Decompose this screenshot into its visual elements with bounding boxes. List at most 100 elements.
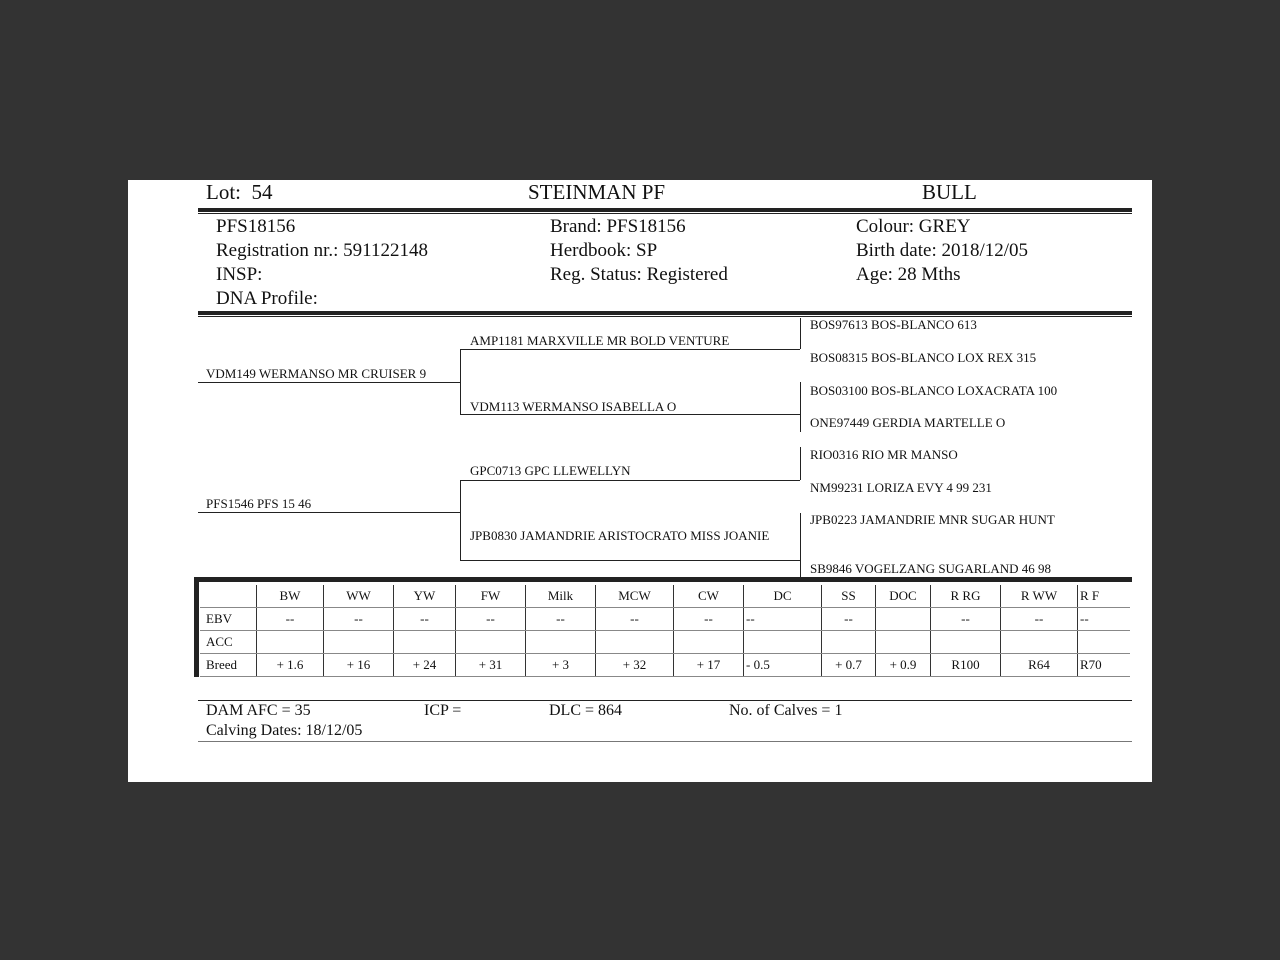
divider	[198, 316, 1132, 317]
dam: PFS1546 PFS 15 46	[206, 496, 312, 511]
table-cell	[1000, 630, 1078, 654]
table-cell	[673, 630, 744, 654]
table-cell: + 24	[393, 653, 456, 677]
pedigree-line	[460, 349, 800, 350]
table-cell: R70	[1077, 653, 1130, 677]
herdbook: Herdbook: SP	[550, 240, 658, 261]
table-cell	[1077, 630, 1130, 654]
pedigree-line	[800, 382, 801, 432]
table-cell: + 16	[323, 653, 394, 677]
table-cell: R64	[1000, 653, 1078, 677]
dam-afc: DAM AFC = 35	[206, 702, 311, 719]
table-cell: --	[256, 607, 324, 631]
table-cell	[875, 630, 931, 654]
table-cell: + 17	[673, 653, 744, 677]
divider	[198, 213, 1132, 214]
table-cell: --	[1077, 607, 1130, 631]
table-cell	[821, 630, 876, 654]
column-header: SS	[821, 585, 876, 608]
table-cell: --	[525, 607, 596, 631]
pedigree-line	[800, 447, 801, 480]
table-cell: --	[821, 607, 876, 631]
column-header: FW	[455, 585, 526, 608]
dam-dam: JPB0830 JAMANDRIE ARISTOCRATO MISS JOANI…	[470, 528, 770, 543]
column-header: R WW	[1000, 585, 1078, 608]
registration-number: Registration nr.: 591122148	[216, 240, 428, 261]
divider	[198, 311, 1132, 315]
pedigree-line	[460, 560, 800, 561]
column-header: DC	[743, 585, 822, 608]
column-header: WW	[323, 585, 394, 608]
column-header: CW	[673, 585, 744, 608]
table-cell	[525, 630, 596, 654]
lot-card: Lot: 54 STEINMAN PF BULL PFS18156 Regist…	[128, 180, 1152, 782]
pedigree-line	[800, 318, 801, 349]
table-cell	[256, 630, 324, 654]
reg-status: Reg. Status: Registered	[550, 264, 728, 285]
sire: VDM149 WERMANSO MR CRUISER 9	[206, 366, 427, 381]
table-cell	[393, 630, 456, 654]
sire-dam: VDM113 WERMANSO ISABELLA O	[470, 399, 677, 414]
dam-sire: GPC0713 GPC LLEWELLYN	[470, 463, 631, 478]
pedigree-line	[460, 480, 800, 481]
pedigree-line	[460, 349, 461, 414]
table-left-border	[194, 577, 199, 677]
table-cell	[595, 630, 674, 654]
table-cell: --	[455, 607, 526, 631]
column-header: BW	[256, 585, 324, 608]
animal-name: STEINMAN PF	[528, 180, 666, 204]
table-row-breed: Breed + 1.6 + 16 + 24 + 31 + 3 + 32 + 17- 0.5 + …	[200, 653, 1130, 677]
row-label: EBV	[200, 607, 257, 631]
table-cell: --	[743, 607, 822, 631]
birth-date: Birth date: 2018/12/05	[856, 240, 1029, 261]
divider	[198, 208, 1132, 212]
column-header: R F	[1077, 585, 1130, 608]
ggp-2: BOS08315 BOS-BLANCO LOX REX 315	[810, 350, 1037, 365]
colour: Colour: GREY	[856, 216, 971, 237]
divider	[194, 577, 1132, 582]
table-cell	[875, 607, 931, 631]
ggp-7: JPB0223 JAMANDRIE MNR SUGAR HUNT	[810, 512, 1055, 527]
table-header-row: BW WW YW FW Milk MCW CW DC SS DOC R RG R…	[200, 585, 1130, 608]
table-cell: --	[595, 607, 674, 631]
column-header	[200, 585, 257, 608]
lot-label: Lot: 54	[206, 180, 273, 204]
sire-sire: AMP1181 MARXVILLE MR BOLD VENTURE	[470, 333, 730, 348]
ggp-5: RIO0316 RIO MR MANSO	[810, 447, 958, 462]
row-label: Breed	[200, 653, 257, 677]
column-header: R RG	[930, 585, 1001, 608]
table-cell: --	[393, 607, 456, 631]
pedigree-line	[198, 382, 460, 383]
table-cell	[455, 630, 526, 654]
pedigree-line	[800, 513, 801, 578]
column-header: Milk	[525, 585, 596, 608]
ggp-6: NM99231 LORIZA EVY 4 99 231	[810, 480, 992, 495]
table-cell: + 31	[455, 653, 526, 677]
table-cell: --	[673, 607, 744, 631]
divider	[198, 700, 1132, 701]
number-of-calves: No. of Calves = 1	[729, 702, 843, 719]
ggp-3: BOS03100 BOS-BLANCO LOXACRATA 100	[810, 383, 1058, 398]
ebv-table: BW WW YW FW Milk MCW CW DC SS DOC R RG R…	[200, 585, 1130, 677]
table-cell: + 32	[595, 653, 674, 677]
table-cell: + 0.7	[821, 653, 876, 677]
ggp-4: ONE97449 GERDIA MARTELLE O	[810, 415, 1006, 430]
row-label: ACC	[200, 630, 257, 654]
icp: ICP =	[424, 702, 462, 719]
column-header: YW	[393, 585, 456, 608]
ggp-1: BOS97613 BOS-BLANCO 613	[810, 317, 977, 332]
table-cell: R100	[930, 653, 1001, 677]
calving-dates: Calving Dates: 18/12/05	[206, 722, 363, 739]
dna-profile: DNA Profile:	[216, 288, 318, 309]
ggp-8: SB9846 VOGELZANG SUGARLAND 46 98	[810, 561, 1051, 576]
table-cell: + 1.6	[256, 653, 324, 677]
dlc: DLC = 864	[549, 702, 623, 719]
table-row-acc: ACC	[200, 630, 1130, 654]
table-cell: --	[323, 607, 394, 631]
insp: INSP:	[216, 264, 263, 285]
table-cell: + 3	[525, 653, 596, 677]
table-cell: - 0.5	[743, 653, 822, 677]
divider	[198, 741, 1132, 742]
table-cell	[930, 630, 1001, 654]
column-header: DOC	[875, 585, 931, 608]
